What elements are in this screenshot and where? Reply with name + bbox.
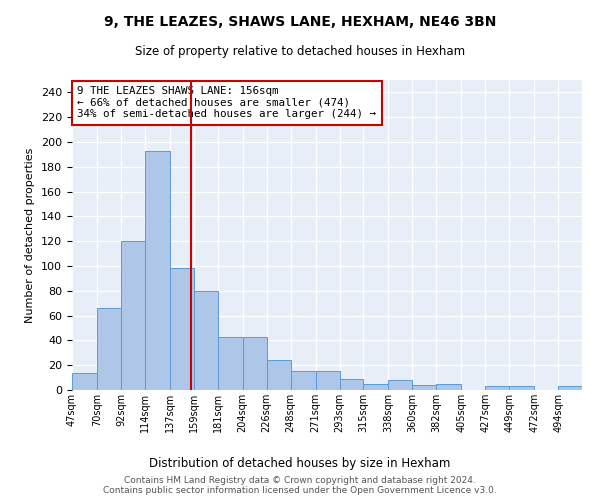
- Bar: [194, 291, 218, 390]
- Text: Distribution of detached houses by size in Hexham: Distribution of detached houses by size …: [149, 458, 451, 470]
- Y-axis label: Number of detached properties: Number of detached properties: [25, 148, 35, 322]
- Bar: [340, 379, 364, 390]
- Text: Contains HM Land Registry data © Crown copyright and database right 2024.
Contai: Contains HM Land Registry data © Crown c…: [103, 476, 497, 495]
- Bar: [266, 360, 290, 390]
- Bar: [412, 385, 436, 390]
- Text: 9 THE LEAZES SHAWS LANE: 156sqm
← 66% of detached houses are smaller (474)
34% o: 9 THE LEAZES SHAWS LANE: 156sqm ← 66% of…: [77, 86, 376, 120]
- Bar: [485, 386, 509, 390]
- Bar: [121, 241, 145, 390]
- Bar: [170, 268, 194, 390]
- Bar: [243, 336, 266, 390]
- Bar: [509, 386, 534, 390]
- Bar: [436, 384, 461, 390]
- Bar: [97, 308, 121, 390]
- Bar: [316, 372, 340, 390]
- Bar: [290, 372, 316, 390]
- Bar: [388, 380, 412, 390]
- Bar: [364, 384, 388, 390]
- Bar: [558, 386, 582, 390]
- Bar: [145, 150, 170, 390]
- Text: Size of property relative to detached houses in Hexham: Size of property relative to detached ho…: [135, 45, 465, 58]
- Bar: [218, 336, 243, 390]
- Text: 9, THE LEAZES, SHAWS LANE, HEXHAM, NE46 3BN: 9, THE LEAZES, SHAWS LANE, HEXHAM, NE46 …: [104, 15, 496, 29]
- Bar: [72, 372, 97, 390]
